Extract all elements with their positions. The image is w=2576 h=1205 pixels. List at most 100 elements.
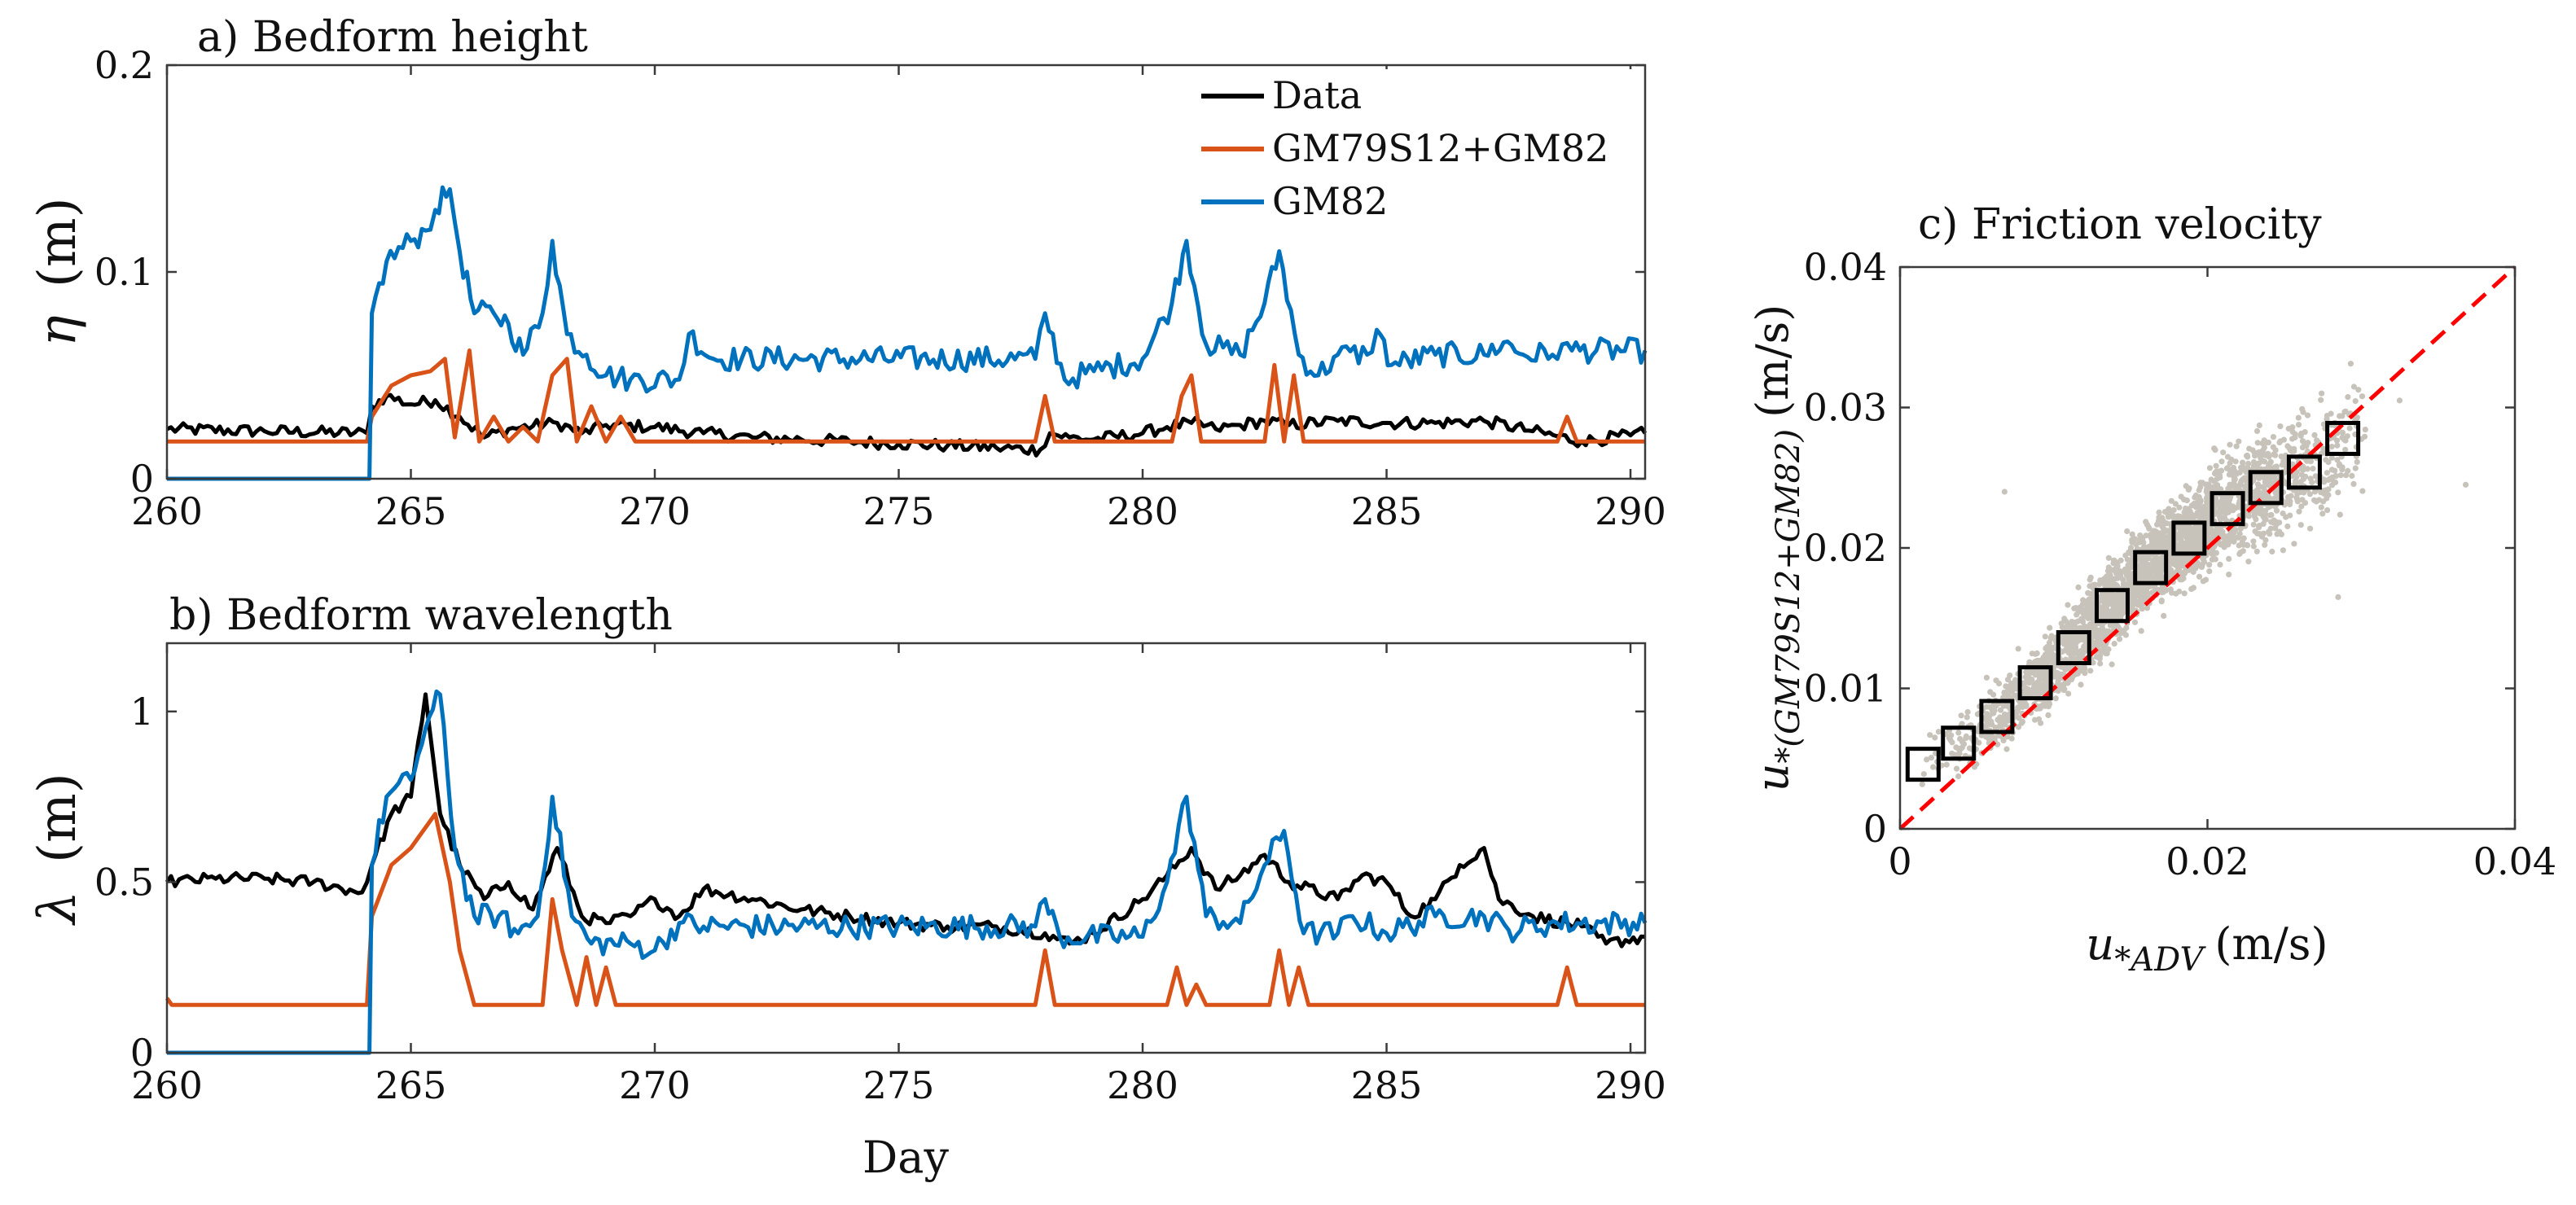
scatter-point xyxy=(2344,433,2350,440)
scatter-point xyxy=(2061,680,2068,686)
panel-a-title: a) Bedform height xyxy=(197,13,588,62)
scatter-point xyxy=(2127,545,2135,551)
scatter-point xyxy=(2003,746,2010,752)
scatter-point xyxy=(2232,476,2238,483)
scatter-point xyxy=(2335,594,2341,600)
scatter-point xyxy=(2197,538,2204,545)
scatter-point xyxy=(2188,534,2194,541)
scatter-point xyxy=(2205,537,2211,544)
scatter-point xyxy=(2196,573,2203,580)
scatter-point xyxy=(2197,510,2204,517)
scatter-point xyxy=(2158,555,2165,562)
scatter-point xyxy=(2295,414,2302,421)
scatter-point xyxy=(2124,528,2131,535)
scatter-point xyxy=(2188,542,2194,549)
scatter-point xyxy=(2001,690,2008,696)
scatter-point xyxy=(2299,405,2306,412)
bin-mean-marker xyxy=(1941,725,1977,761)
scatter-point xyxy=(2024,676,2030,682)
scatter-point xyxy=(2242,483,2249,489)
scatter-point xyxy=(2275,491,2281,497)
b-y-tick-label: 0.5 xyxy=(94,860,154,904)
scatter-point xyxy=(2217,506,2223,513)
scatter-point xyxy=(2236,438,2242,445)
scatter-point xyxy=(2087,668,2094,674)
scatter-point xyxy=(2161,530,2167,537)
scatter-point xyxy=(1990,691,1997,698)
scatter-point xyxy=(2212,556,2218,563)
scatter-point xyxy=(2138,628,2144,634)
scatter-point xyxy=(2297,480,2304,487)
scatter-point xyxy=(2463,481,2469,488)
scatter-point xyxy=(1984,714,1990,721)
scatter-point xyxy=(2256,504,2262,510)
scatter-point xyxy=(1928,755,1934,761)
scatter-point xyxy=(2064,624,2070,630)
scatter-point xyxy=(2161,612,2167,620)
scatter-point xyxy=(2336,461,2342,467)
scatter-point xyxy=(2174,532,2181,540)
scatter-point xyxy=(1995,741,2001,747)
scatter-point xyxy=(2120,591,2126,598)
scatter-point xyxy=(2236,542,2242,549)
scatter-point xyxy=(2209,550,2215,556)
scatter-point xyxy=(2097,660,2104,667)
scatter-point xyxy=(1943,761,1950,768)
scatter-point xyxy=(2181,590,2188,597)
scatter-point xyxy=(2148,563,2154,570)
panel-b-x-label: Day xyxy=(862,1132,949,1183)
scatter-point xyxy=(2032,659,2038,666)
a-y-tick-label: 0.1 xyxy=(94,250,154,294)
scatter-point xyxy=(2206,568,2213,575)
scatter-point xyxy=(2220,449,2227,456)
scatter-point xyxy=(2267,480,2274,486)
scatter-point xyxy=(2074,655,2081,662)
scatter-point xyxy=(2172,501,2179,507)
scatter-point xyxy=(2144,605,2151,611)
scatter-point xyxy=(2266,528,2272,535)
scatter-point xyxy=(2240,463,2246,470)
legend-label-gm82: GM82 xyxy=(1272,179,1388,223)
scatter-point xyxy=(2270,444,2276,450)
scatter-point xyxy=(2188,585,2195,593)
scatter-point xyxy=(2349,472,2355,480)
scatter-point xyxy=(2218,467,2225,474)
scatter-point xyxy=(2346,425,2353,432)
scatter-point xyxy=(2101,576,2108,582)
scatter-point xyxy=(2324,470,2330,476)
b-y-tick-label: 1 xyxy=(130,690,154,734)
scatter-point xyxy=(2009,685,2016,691)
scatter-point xyxy=(2396,397,2403,404)
panel-c-title: c) Friction velocity xyxy=(1918,200,2322,249)
legend-label-gm79s12-gm82: GM79S12+GM82 xyxy=(1272,126,1608,170)
scatter-point xyxy=(1971,764,1978,770)
scatter-point xyxy=(2037,677,2043,683)
scatter-point xyxy=(2310,466,2316,472)
scatter-point xyxy=(2299,438,2306,445)
a-x-tick-label: 280 xyxy=(1107,489,1178,533)
scatter-point xyxy=(2156,534,2162,541)
scatter-point xyxy=(2277,423,2284,430)
scatter-point xyxy=(2339,435,2346,441)
scatter-point xyxy=(2095,642,2101,649)
scatter-point xyxy=(2269,548,2275,555)
scatter-point xyxy=(2035,705,2042,712)
scatter-point xyxy=(2029,677,2035,683)
scatter-point xyxy=(2262,479,2268,485)
scatter-point xyxy=(2211,445,2218,452)
scatter-point xyxy=(2204,509,2211,515)
scatter-point xyxy=(2345,394,2351,401)
scatter-point xyxy=(2003,683,2009,690)
scatter-point xyxy=(2298,503,2305,510)
panel-c-y-unit: (m/s) xyxy=(1747,305,1798,418)
scatter-point xyxy=(2180,569,2187,576)
scatter-point xyxy=(2168,559,2174,566)
scatter-point xyxy=(2034,683,2041,690)
scatter-point xyxy=(2300,463,2306,470)
scatter-point xyxy=(2123,624,2130,631)
scatter-point xyxy=(2345,467,2351,475)
scatter-point xyxy=(2353,415,2359,422)
scatter-point xyxy=(2266,493,2272,501)
scatter-point xyxy=(2307,525,2314,532)
scatter-point xyxy=(2137,576,2144,582)
